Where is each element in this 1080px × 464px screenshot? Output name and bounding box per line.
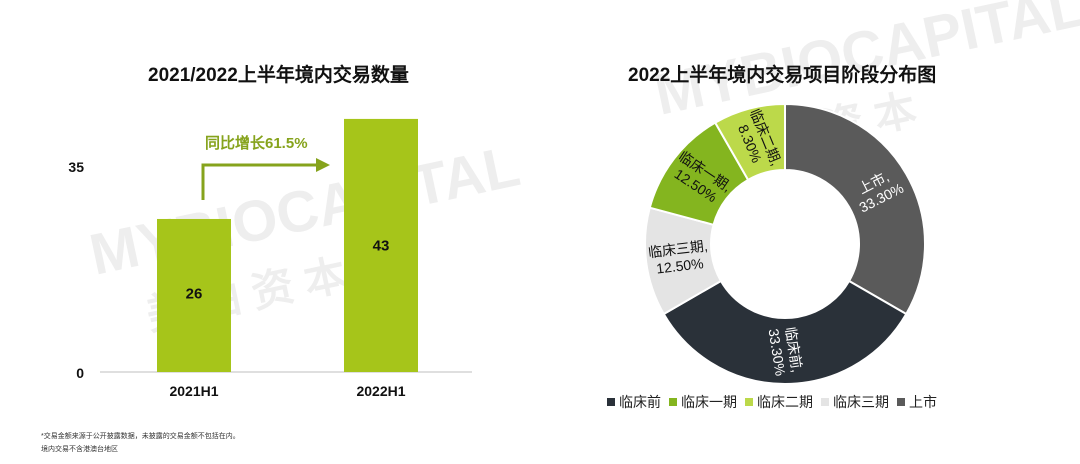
- legend-item-上市: 上市: [897, 392, 937, 412]
- x-tick-label: 2022H1: [356, 383, 405, 399]
- bar-value-label: 26: [186, 286, 203, 303]
- y-tick-label: 35: [68, 159, 84, 175]
- legend-label: 临床前: [619, 394, 661, 410]
- legend-item-临床一期: 临床一期: [669, 392, 737, 412]
- legend-item-临床前: 临床前: [607, 392, 661, 412]
- x-tick-labels: 2021H1 2022H1: [169, 383, 405, 399]
- bar-series: 26 43: [157, 118, 418, 373]
- donut-slices: [644, 102, 926, 386]
- bar-value-label: 43: [373, 238, 390, 255]
- donut-label-临床前: 临床前,33.30%: [765, 326, 805, 377]
- footnote-1: *交易金额来源于公开披露数据，未披露的交易金额不包括在内。: [41, 433, 240, 440]
- legend-item-临床三期: 临床三期: [821, 392, 889, 412]
- bar-chart-title: 2021/2022上半年境内交易数量: [148, 65, 409, 86]
- donut-label-临床三期: 临床三期,12.50%: [647, 238, 708, 277]
- legend-swatch: [821, 398, 829, 406]
- x-tick-label: 2021H1: [169, 383, 218, 399]
- bar-2022H1: [344, 118, 418, 373]
- legend-label: 上市: [909, 394, 937, 410]
- legend-swatch: [607, 398, 615, 406]
- bar-2021H1: [157, 218, 231, 372]
- legend-label: 临床一期: [681, 394, 737, 410]
- legend-swatch: [745, 398, 753, 406]
- watermark: MYBIOCAPITAL 美 柏 资 本 MYBIOCAPITAL 美 柏 资 …: [84, 0, 1080, 339]
- donut-slice-临床二期: [713, 102, 786, 182]
- legend-label: 临床二期: [757, 394, 813, 410]
- donut-legend: 临床前 临床一期 临床二期 临床三期 上市: [607, 392, 945, 412]
- footnote-2: 境内交易不含港澳台地区: [41, 446, 118, 453]
- y-tick-label: 0: [76, 365, 84, 381]
- growth-arrowhead: [316, 158, 330, 172]
- donut-chart-title: 2022上半年境内交易项目阶段分布图: [628, 65, 937, 86]
- donut-label-name: 临床前,: [782, 326, 805, 374]
- y-tick-labels: 0 35: [68, 159, 84, 381]
- legend-swatch: [897, 398, 905, 406]
- footnotes: *交易金额来源于公开披露数据，未披露的交易金额不包括在内。 境内交易不含港澳台地…: [41, 430, 240, 456]
- growth-arrow: [201, 163, 318, 200]
- donut-slice-上市: [784, 102, 926, 316]
- donut-label-name: 临床三期,: [647, 238, 708, 261]
- legend-swatch: [669, 398, 677, 406]
- growth-annotation: 同比增长61.5%: [205, 134, 308, 152]
- donut-label-pct: 12.50%: [655, 255, 704, 276]
- legend-label: 临床三期: [833, 394, 889, 410]
- legend-item-临床二期: 临床二期: [745, 392, 813, 412]
- donut-label-pct: 33.30%: [765, 328, 788, 377]
- donut-slice-临床前: [662, 279, 908, 386]
